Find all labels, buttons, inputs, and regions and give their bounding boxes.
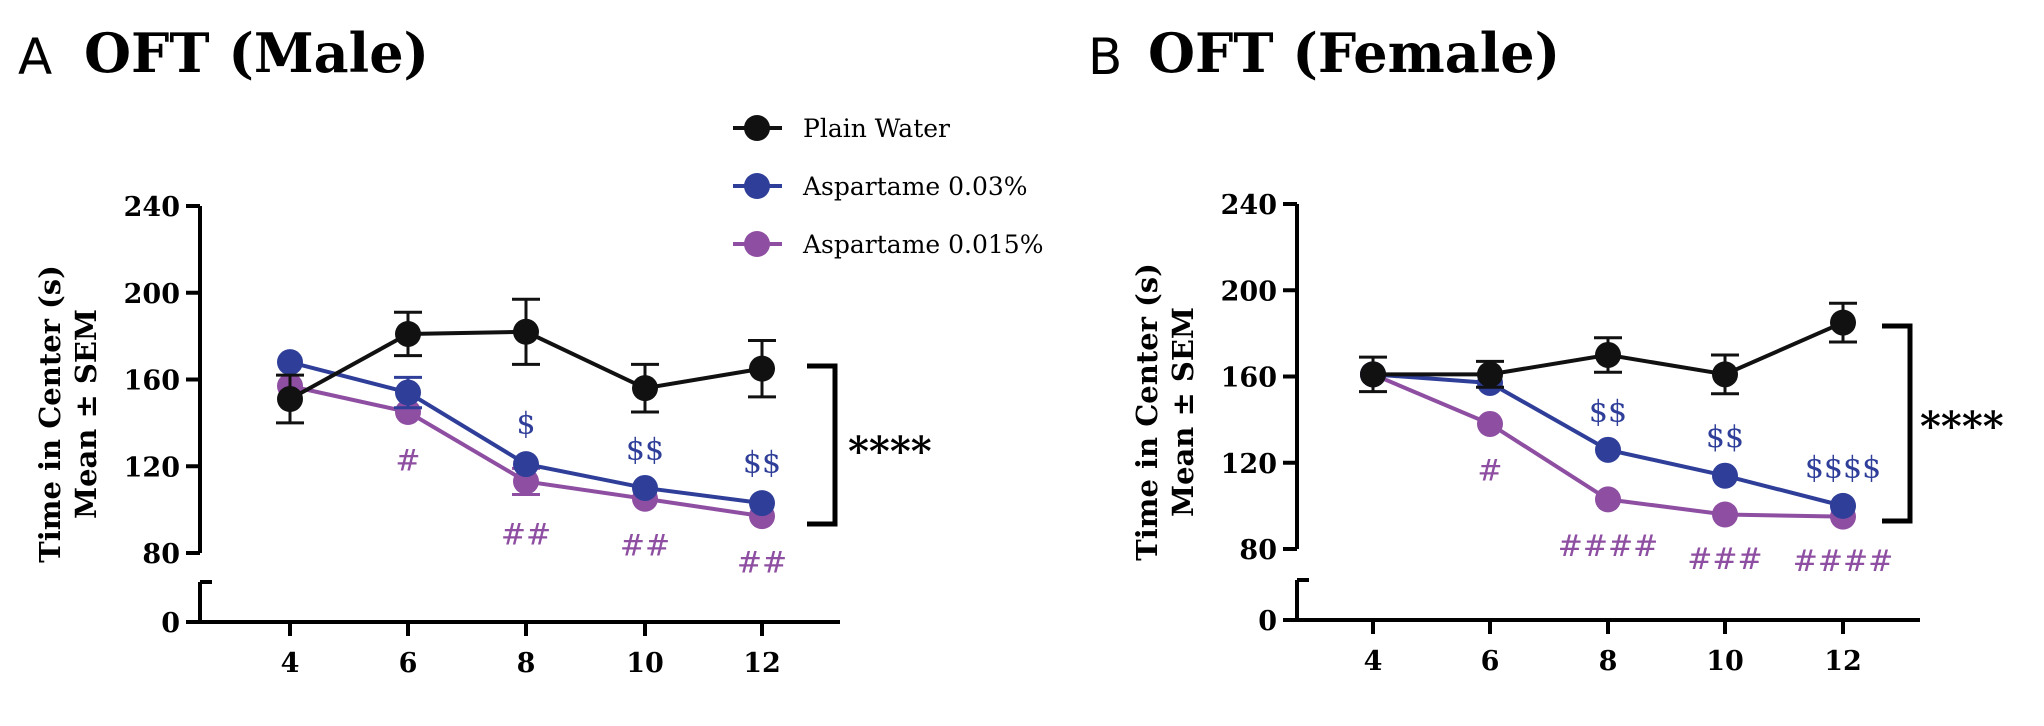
x-tick-label: 10 <box>626 648 664 679</box>
significance-annotation-dollar: $$ <box>626 432 664 467</box>
data-point <box>1595 341 1621 368</box>
x-tick-label: 4 <box>281 648 300 679</box>
y-tick-label: 80 <box>1239 535 1277 566</box>
y-tick-label: 200 <box>124 279 180 310</box>
significance-annotation-dollar: $ <box>516 406 535 441</box>
panel-b-title: OFT (Female) <box>1148 21 1560 85</box>
significance-annotation-hash: ### <box>1687 542 1762 577</box>
y-axis-label-secondary: Mean ± SEM <box>1166 307 1200 517</box>
y-tick-label: 80 <box>142 539 180 570</box>
legend-label-aspartame-0015: Aspartame 0.015% <box>802 230 1043 259</box>
x-tick-label: 12 <box>1824 646 1862 677</box>
significance-annotation-dollar: $$ <box>743 445 781 480</box>
data-point <box>632 474 658 501</box>
significance-bracket <box>807 363 838 527</box>
y-tick-label: 160 <box>1221 363 1277 394</box>
x-tick-label: 4 <box>1364 646 1383 677</box>
y-tick-label: 240 <box>124 192 180 223</box>
data-point <box>277 386 303 413</box>
significance-stars: **** <box>1920 403 2004 450</box>
significance-annotation-hash: ## <box>620 528 670 563</box>
y-tick-label: 0 <box>1258 606 1277 637</box>
legend-item-plain-water: Plain Water <box>733 114 950 143</box>
data-point <box>749 355 775 382</box>
data-point <box>1477 361 1503 388</box>
significance-annotation-hash: ## <box>501 517 551 552</box>
significance-annotation-hash: ## <box>737 546 787 581</box>
panel-a-letter: A <box>18 28 52 86</box>
data-point <box>1830 309 1856 336</box>
x-tick-label: 6 <box>399 648 418 679</box>
y-tick-label: 0 <box>161 608 180 639</box>
data-point <box>1712 361 1738 388</box>
x-tick-label: 10 <box>1706 646 1744 677</box>
significance-annotation-hash: #### <box>1793 544 1894 579</box>
y-tick-label: 160 <box>124 366 180 397</box>
data-point <box>749 490 775 517</box>
data-point <box>513 451 539 478</box>
x-tick-label: 12 <box>743 648 781 679</box>
data-point <box>1595 486 1621 513</box>
significance-annotation-dollar: $$$$ <box>1805 450 1881 485</box>
y-tick-label: 120 <box>1221 449 1277 480</box>
data-point <box>1830 492 1856 519</box>
data-point <box>1712 501 1738 528</box>
data-point <box>395 320 421 347</box>
legend-label-aspartame-003: Aspartame 0.03% <box>802 172 1028 201</box>
y-tick-label: 200 <box>1221 276 1277 307</box>
legend-swatch-marker <box>744 231 770 257</box>
data-point <box>513 318 539 345</box>
data-point <box>1477 410 1503 437</box>
significance-annotation-hash: # <box>1477 453 1502 488</box>
data-point <box>1712 462 1738 489</box>
legend-swatch-marker <box>744 115 770 141</box>
data-point <box>395 399 421 426</box>
y-tick-label: 120 <box>124 452 180 483</box>
y-tick-label: 240 <box>1221 190 1277 221</box>
y-axis-label: Time in Center (s) <box>1130 263 1164 561</box>
legend-label-plain-water: Plain Water <box>803 114 950 143</box>
panel-a-chart: A OFT (Male) 80 120 160 200 240 0 4 6 8 10 12 Time … <box>18 21 932 679</box>
panel-a-title: OFT (Male) <box>84 21 429 85</box>
data-point <box>277 349 303 376</box>
legend-item-aspartame-003: Aspartame 0.03% <box>733 172 1028 201</box>
legend-swatch-marker <box>744 173 770 199</box>
y-axis-label-secondary: Mean ± SEM <box>69 309 103 519</box>
significance-annotation-dollar: $$ <box>1706 420 1744 455</box>
legend: Plain Water Aspartame 0.03% Aspartame 0.… <box>733 114 1043 259</box>
panel-b-letter: B <box>1088 28 1122 86</box>
data-point <box>395 379 421 406</box>
significance-annotation-dollar: $$ <box>1589 394 1627 429</box>
legend-item-aspartame-0015: Aspartame 0.015% <box>733 230 1043 259</box>
significance-stars: **** <box>848 428 932 475</box>
significance-annotation-hash: #### <box>1558 529 1659 564</box>
y-axis-label: Time in Center (s) <box>33 265 67 563</box>
significance-annotation-hash: # <box>395 444 420 479</box>
x-tick-label: 8 <box>517 648 536 679</box>
data-point <box>1360 361 1386 388</box>
data-point <box>1595 436 1621 463</box>
data-point <box>632 375 658 402</box>
significance-bracket <box>1882 323 1913 524</box>
x-tick-label: 6 <box>1481 646 1500 677</box>
x-tick-label: 8 <box>1599 646 1618 677</box>
panel-b-chart: B OFT (Female) 80 120 160 200 240 0 4 6 8 10 12 Tim… <box>1088 21 2004 677</box>
